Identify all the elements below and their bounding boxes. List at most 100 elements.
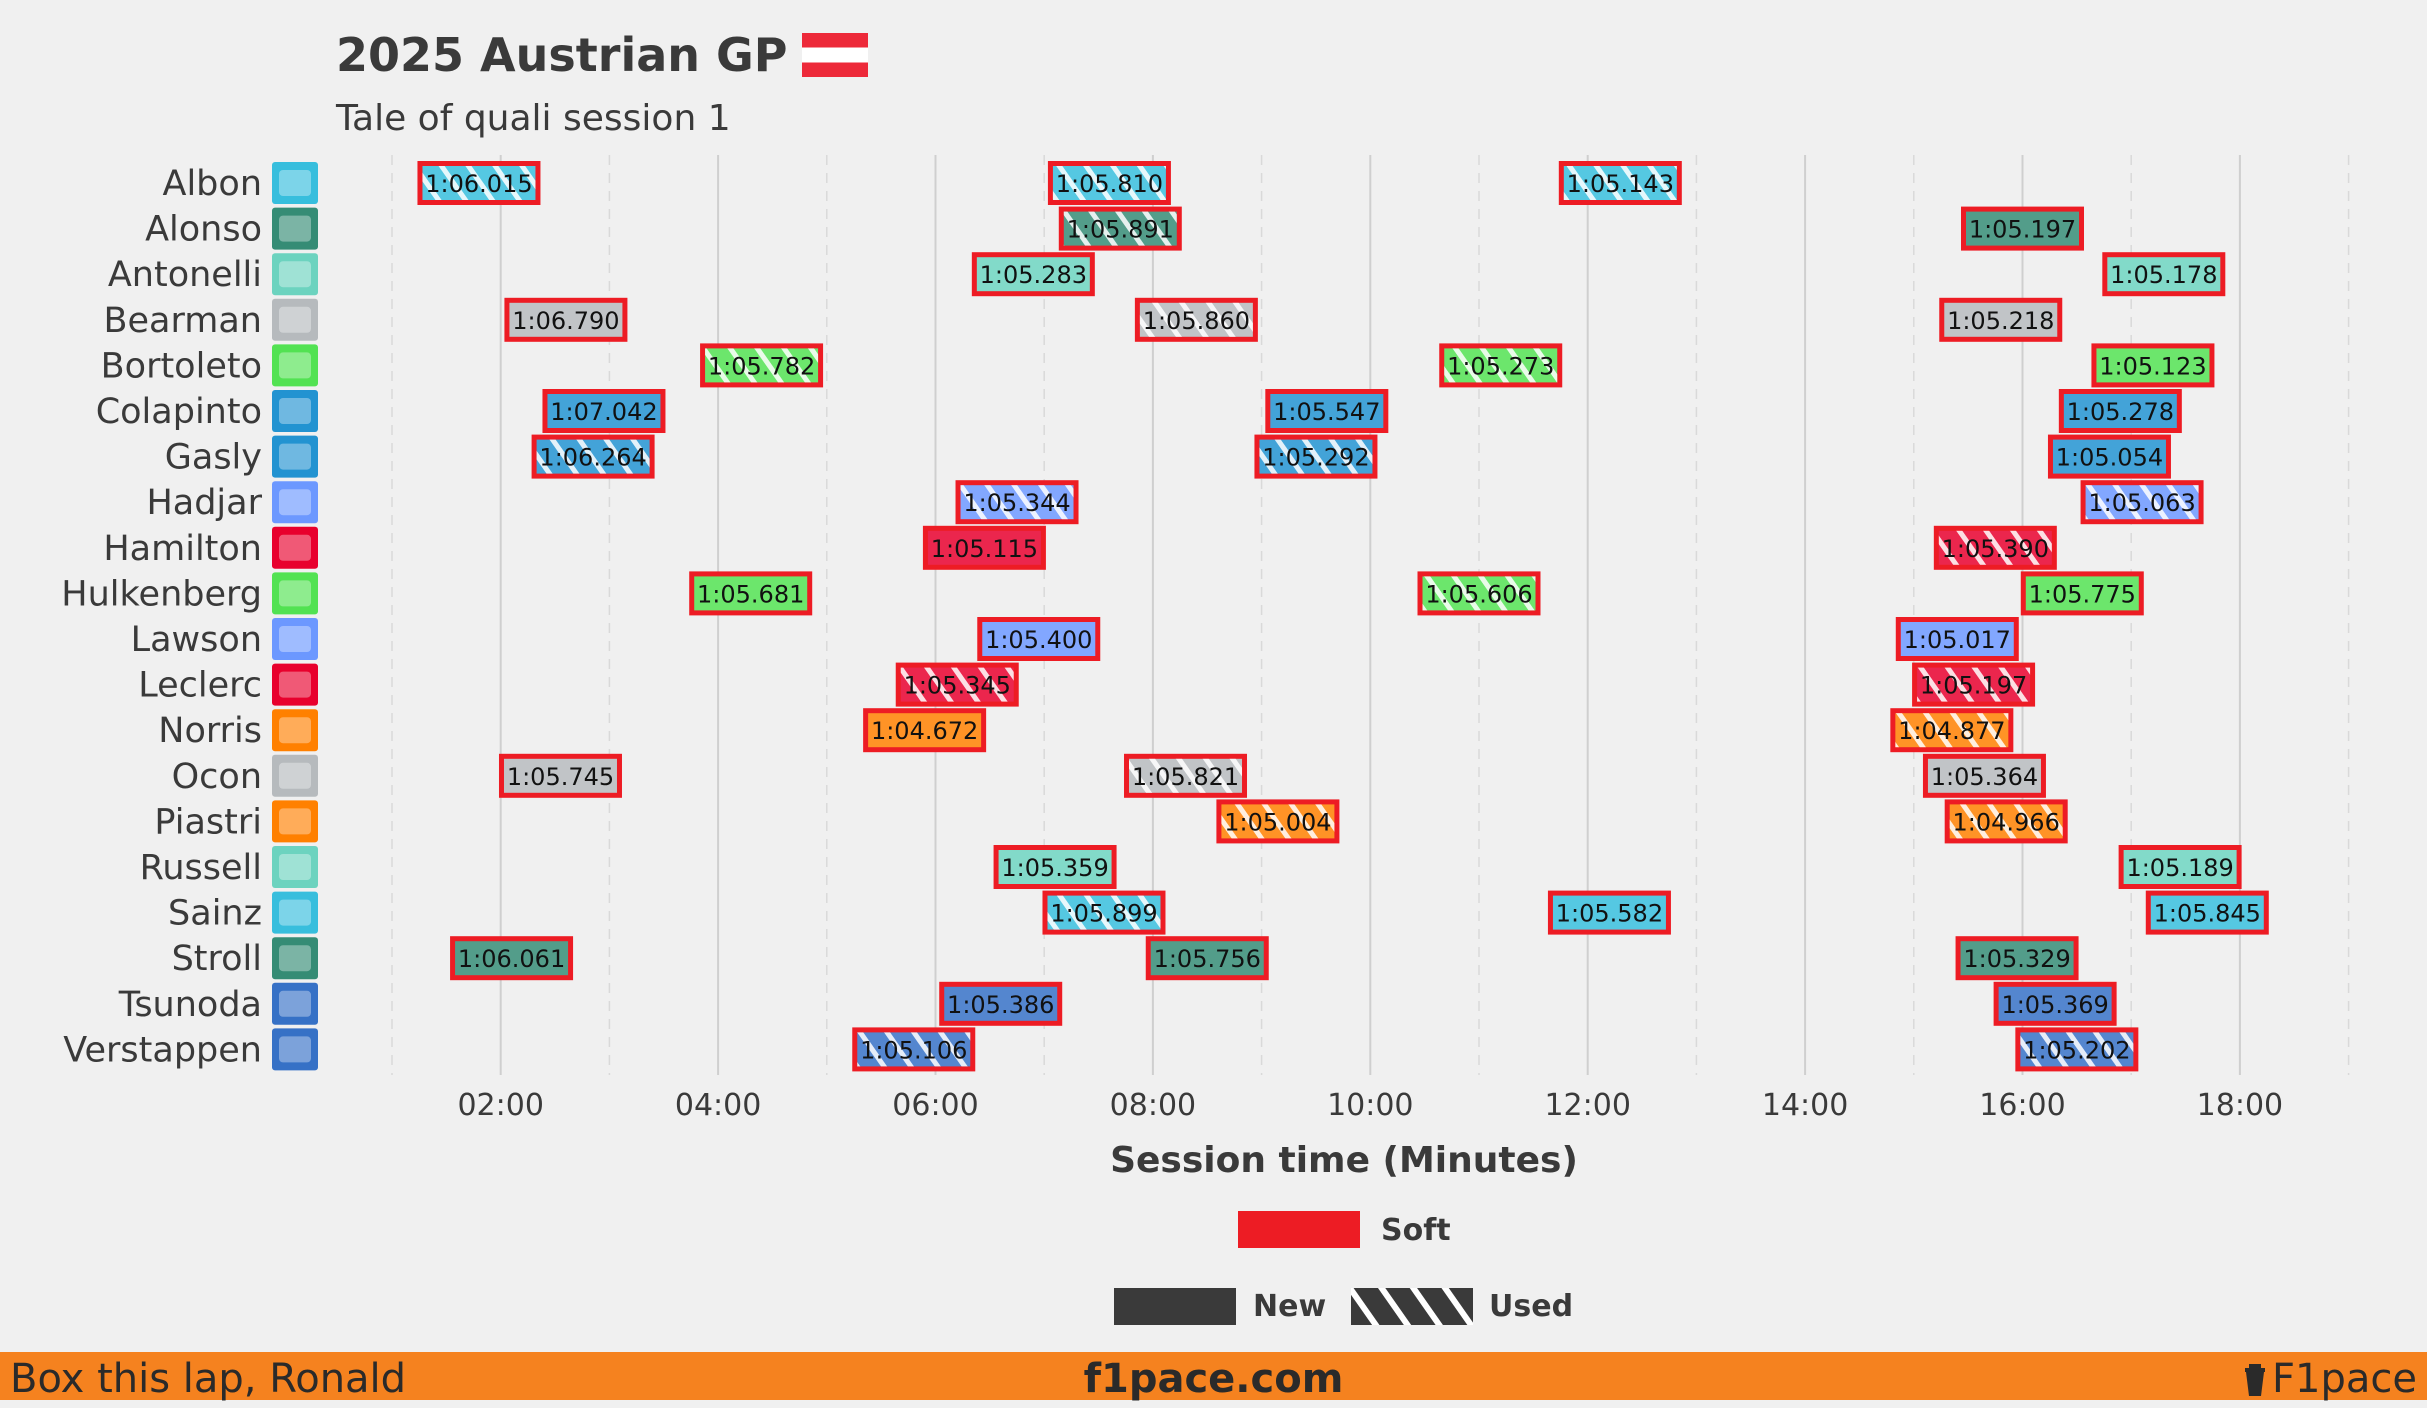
footer-brand: F1pace <box>2244 1356 2417 1402</box>
driver-name: Russell <box>140 848 262 888</box>
driver-name: Verstappen <box>63 1030 262 1070</box>
lap-bar: 1:05.283 <box>971 252 1095 297</box>
driver-name: Gasly <box>165 438 262 478</box>
lap-bar: 1:04.672 <box>863 708 987 753</box>
driver-name: Hulkenberg <box>61 574 262 614</box>
lap-bar: 1:05.218 <box>1939 297 2063 342</box>
lap-time-label: 1:05.810 <box>1056 170 1163 198</box>
lap-bar: 1:05.345 <box>895 662 1019 707</box>
lap-time-label: 1:05.860 <box>1143 307 1250 335</box>
aston-martin-logo-icon <box>272 207 318 250</box>
lap-time-label: 1:05.547 <box>1273 398 1380 426</box>
lap-bar: 1:05.810 <box>1047 161 1171 205</box>
red-bull-logo-icon <box>272 1028 318 1071</box>
mercedes-logo-icon <box>272 253 318 296</box>
lap-time-label: 1:05.745 <box>507 763 614 791</box>
lap-bar: 1:04.966 <box>1944 799 2068 844</box>
lap-time-label: 1:05.891 <box>1067 216 1174 244</box>
chart-title-text: 2025 Austrian GP <box>336 28 788 82</box>
lap-time-label: 1:05.364 <box>1931 763 2038 791</box>
x-tick-label: 12:00 <box>1544 1088 1630 1123</box>
mercedes-logo-icon <box>272 846 318 888</box>
driver-name: Tsunoda <box>118 985 262 1025</box>
lap-time-label: 1:05.845 <box>2154 900 2261 928</box>
lap-bar: 1:05.273 <box>1439 343 1563 388</box>
legend-used-label: Used <box>1489 1289 1573 1324</box>
alpine-logo-icon <box>272 390 318 432</box>
lap-time-label: 1:05.390 <box>1942 535 2049 563</box>
footer-brand-text: F1pace <box>2272 1356 2417 1402</box>
lap-bar: 1:05.004 <box>1216 799 1340 844</box>
lap-time-label: 1:05.899 <box>1050 900 1157 928</box>
chart-title: 2025 Austrian GP <box>336 28 868 82</box>
lap-time-label: 1:04.672 <box>871 717 978 745</box>
lap-bar: 1:05.782 <box>700 343 824 388</box>
lap-time-label: 1:05.197 <box>1920 672 2027 700</box>
x-tick-label: 06:00 <box>892 1088 978 1123</box>
footer-tagline: Box this lap, Ronald <box>10 1356 407 1402</box>
lap-time-label: 1:05.821 <box>1132 763 1239 791</box>
lap-bar: 1:05.292 <box>1254 434 1378 479</box>
legend-soft-swatch <box>1238 1211 1360 1248</box>
williams-logo-icon <box>272 891 318 934</box>
lap-bar: 1:05.681 <box>689 571 813 616</box>
ferrari-logo-icon <box>272 663 318 706</box>
legend: Soft New Used <box>1114 1211 1573 1325</box>
lap-bar: 1:05.329 <box>1955 936 2079 981</box>
williams-logo-icon <box>272 162 318 204</box>
coffee-cup-icon <box>2244 1362 2266 1396</box>
lap-time-label: 1:05.218 <box>1947 307 2054 335</box>
lap-time-label: 1:05.345 <box>904 672 1011 700</box>
driver-name: Albon <box>163 164 262 204</box>
x-tick-label: 02:00 <box>457 1088 543 1123</box>
driver-labels: Albon Alonso Antonelli Bearman Bortoleto Cola… <box>61 162 318 1071</box>
driver-name: Stroll <box>172 939 262 979</box>
lap-bar: 1:05.278 <box>2058 389 2182 433</box>
aston-martin-logo-icon <box>272 937 318 980</box>
lap-bar: 1:07.042 <box>542 389 666 433</box>
lap-time-label: 1:05.329 <box>1963 945 2070 973</box>
lap-time-label: 1:05.017 <box>1904 626 2011 654</box>
driver-name: Ocon <box>172 757 262 797</box>
driver-name: Bearman <box>104 301 263 341</box>
lap-bar: 1:06.015 <box>417 161 541 205</box>
lap-time-label: 1:05.369 <box>2001 991 2108 1019</box>
mclaren-logo-icon <box>272 800 318 843</box>
lap-time-label: 1:05.386 <box>947 991 1054 1019</box>
lap-time-label: 1:05.273 <box>1447 352 1554 380</box>
driver-name: Colapinto <box>96 392 262 432</box>
legend-new-label: New <box>1253 1289 1326 1324</box>
lap-time-label: 1:05.123 <box>2099 352 2206 380</box>
lap-bar: 1:05.845 <box>2145 890 2269 935</box>
lap-time-label: 1:05.202 <box>2023 1036 2130 1064</box>
lap-bar: 1:05.197 <box>1912 662 2036 707</box>
footer-bar: Box this lap, Ronald f1pace.com F1pace <box>0 1352 2427 1402</box>
lap-time-label: 1:05.115 <box>931 535 1038 563</box>
lap-bar: 1:05.202 <box>2015 1027 2139 1072</box>
driver-name: Leclerc <box>138 666 262 706</box>
lap-time-label: 1:06.790 <box>512 307 619 335</box>
legend-soft-label: Soft <box>1381 1213 1451 1248</box>
legend-new-swatch <box>1114 1288 1236 1325</box>
legend-used-swatch <box>1351 1288 1473 1325</box>
lap-bar: 1:05.197 <box>1961 206 2084 251</box>
lap-bar: 1:06.061 <box>450 936 574 981</box>
lap-bar: 1:05.369 <box>1993 981 2117 1026</box>
lap-bar: 1:05.821 <box>1124 753 1248 798</box>
sauber-logo-icon <box>272 572 318 615</box>
lap-bar: 1:05.547 <box>1265 389 1389 433</box>
driver-name: Lawson <box>131 620 262 660</box>
lap-bar: 1:05.390 <box>1933 525 2057 570</box>
lap-bar: 1:05.063 <box>2080 480 2204 525</box>
x-tick-label: 18:00 <box>2197 1088 2283 1123</box>
lap-bar: 1:05.775 <box>2020 571 2144 616</box>
lap-time-label: 1:07.042 <box>550 398 657 426</box>
driver-name: Bortoleto <box>101 346 262 386</box>
lap-bar: 1:05.756 <box>1145 936 1269 981</box>
lap-time-label: 1:05.681 <box>697 580 804 608</box>
lap-time-label: 1:05.606 <box>1425 580 1532 608</box>
lap-time-label: 1:04.966 <box>1953 808 2060 836</box>
lap-time-label: 1:05.400 <box>985 626 1092 654</box>
x-tick-label: 04:00 <box>675 1088 761 1123</box>
driver-name: Piastri <box>154 802 262 842</box>
